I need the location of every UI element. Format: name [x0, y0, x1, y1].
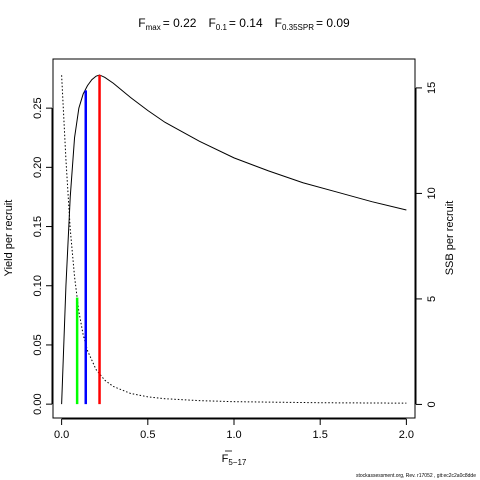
- x-axis-title-symbol: F: [222, 453, 229, 465]
- y-axis-right-title: SSB per recruit: [444, 201, 456, 276]
- title-f01-symbol: F: [208, 16, 215, 30]
- title-f01-subscript: 0.1: [216, 23, 228, 32]
- series-layer: [61, 74, 407, 405]
- y-left-tick-label: 0.00: [32, 393, 44, 414]
- y-left-tick-label: 0.05: [32, 334, 44, 355]
- yield-curve: [61, 74, 407, 405]
- y-right-tick-label: 10: [426, 187, 438, 199]
- chart-title: Fmax = 0.22 F0.1 = 0.14 F0.35SPR = 0.09: [138, 16, 350, 32]
- y-left-tick-label: 0.15: [32, 216, 44, 237]
- y-left-tick-label: 0.25: [32, 97, 44, 118]
- watermark: stockassessment.org, Rev. r17052 , git:e…: [356, 473, 476, 479]
- title-f35spr-value: = 0.09: [316, 16, 350, 30]
- y-right-tick-label: 5: [426, 296, 438, 302]
- x-axis-title-subscript: 5−17: [228, 458, 247, 467]
- x-axis: 0.0 0.5 1.0 1.5 2.0: [54, 418, 414, 441]
- x-tick-label: 0.0: [54, 429, 69, 441]
- y-left-tick-label: 0.10: [32, 275, 44, 296]
- title-f01-value: = 0.14: [229, 16, 263, 30]
- x-tick-label: 2.0: [399, 429, 414, 441]
- x-tick-label: 1.0: [226, 429, 241, 441]
- x-tick-label: 1.5: [313, 429, 328, 441]
- title-f35spr-subscript: 0.35SPR: [282, 23, 314, 32]
- x-axis-title: F5−17: [222, 453, 247, 467]
- title-f35spr-symbol: F: [275, 16, 282, 30]
- y-axis-right: 0 5 10 15: [415, 82, 438, 407]
- reference-lines-layer: [75, 74, 101, 405]
- y-axis-left-title: Yield per recruit: [3, 200, 15, 277]
- x-tick-label: 0.5: [140, 429, 155, 441]
- y-right-tick-label: 15: [426, 82, 438, 94]
- y-left-tick-label: 0.20: [32, 157, 44, 178]
- y-right-tick-label: 0: [426, 401, 438, 407]
- plot-frame: [52, 58, 416, 419]
- title-fmax-value: = 0.22: [163, 16, 197, 30]
- ssb-curve: [61, 75, 407, 404]
- title-fmax-symbol: F: [138, 16, 145, 30]
- title-fmax-subscript: max: [146, 23, 161, 32]
- y-axis-left: 0.00 0.05 0.10 0.15 0.20 0.25: [32, 97, 53, 415]
